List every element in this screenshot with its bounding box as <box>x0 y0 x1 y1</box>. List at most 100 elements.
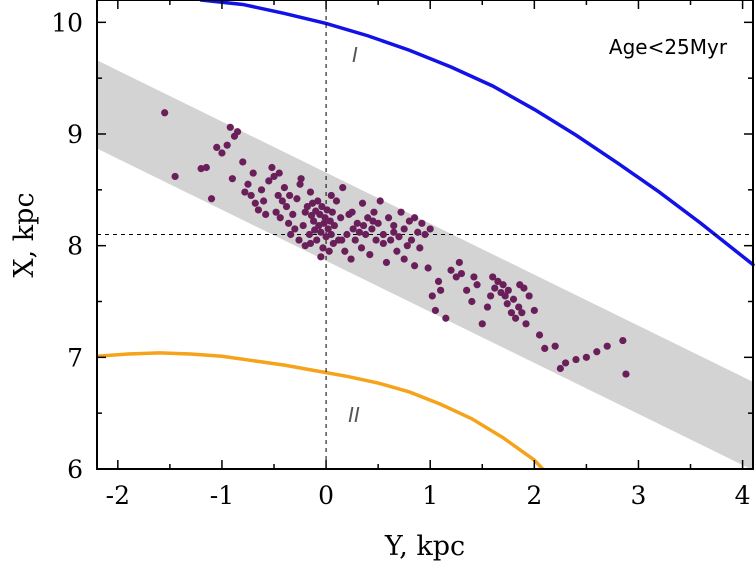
data-point <box>226 123 234 131</box>
data-point <box>473 281 481 289</box>
data-point <box>359 221 368 230</box>
spiral-arm-curve-I <box>199 0 755 267</box>
data-point <box>390 221 398 230</box>
arm-I-label: I <box>352 43 358 67</box>
data-point <box>478 320 486 328</box>
data-point <box>522 320 530 328</box>
data-point <box>400 225 408 233</box>
y-tick-label: 8 <box>67 232 83 261</box>
age-annotation: Age<25Myr <box>609 35 728 59</box>
y-axis-title: X, kpc <box>9 192 40 277</box>
data-point <box>233 128 242 136</box>
data-point <box>306 188 315 196</box>
data-point <box>296 180 304 188</box>
data-point <box>556 364 564 373</box>
data-point <box>518 309 526 317</box>
data-point <box>339 184 347 192</box>
data-point <box>416 244 424 252</box>
data-point <box>351 236 359 244</box>
data-point <box>384 214 393 222</box>
data-point <box>332 197 341 205</box>
data-point <box>314 197 322 205</box>
data-point <box>239 158 247 166</box>
data-point <box>431 306 440 315</box>
data-point <box>455 258 463 267</box>
data-point <box>320 219 328 227</box>
data-point <box>249 169 257 177</box>
data-point <box>421 230 429 239</box>
data-point <box>325 247 333 255</box>
spiral-arm-curves <box>97 0 755 469</box>
data-point <box>369 217 377 225</box>
data-point <box>284 219 293 227</box>
data-point <box>330 221 339 230</box>
data-point <box>276 214 284 222</box>
arm-II-label: II <box>348 403 360 427</box>
data-point <box>582 353 590 361</box>
data-point <box>535 331 544 339</box>
y-tick-label: 10 <box>51 8 83 37</box>
data-point <box>247 191 255 200</box>
data-point <box>303 202 311 211</box>
data-point <box>358 199 367 207</box>
data-point <box>268 163 276 172</box>
data-point <box>426 225 434 233</box>
y-tick-label: 7 <box>67 343 83 372</box>
x-tick-label: 3 <box>631 481 647 510</box>
data-point <box>499 281 507 289</box>
data-point <box>511 314 520 322</box>
plot-area <box>97 0 755 469</box>
data-point <box>305 230 314 239</box>
data-point <box>328 208 336 216</box>
data-point <box>270 172 278 181</box>
data-point <box>468 297 476 306</box>
data-point <box>272 208 280 216</box>
data-point <box>418 219 426 227</box>
data-point <box>357 244 366 252</box>
data-point <box>343 230 351 239</box>
data-point <box>370 208 378 216</box>
data-point <box>348 208 356 216</box>
data-point <box>509 295 518 303</box>
data-point <box>561 359 570 367</box>
data-point <box>241 188 249 196</box>
data-point <box>622 370 630 378</box>
data-point <box>353 219 361 227</box>
data-point <box>407 236 416 244</box>
data-point <box>603 342 611 350</box>
data-point <box>437 286 445 294</box>
data-point <box>317 253 325 261</box>
data-point <box>280 184 289 192</box>
data-point <box>257 186 266 194</box>
data-point <box>487 292 495 300</box>
data-point <box>414 228 422 236</box>
data-point <box>161 109 169 117</box>
data-point <box>525 292 533 300</box>
data-point <box>244 180 252 188</box>
data-point <box>301 242 309 250</box>
data-point <box>316 210 324 218</box>
data-point <box>504 286 512 294</box>
data-point <box>410 214 419 222</box>
data-point <box>390 228 398 236</box>
data-point <box>362 230 370 239</box>
data-point <box>379 230 387 239</box>
data-point <box>282 202 291 211</box>
data-point <box>405 217 413 225</box>
data-point <box>297 175 305 183</box>
data-point <box>593 348 601 356</box>
data-point <box>295 236 303 244</box>
x-tick-label: 4 <box>735 481 751 510</box>
data-point <box>572 355 580 364</box>
x-tick-label: 2 <box>526 481 542 510</box>
data-point <box>293 195 301 203</box>
data-point <box>442 314 450 322</box>
data-point <box>171 172 179 181</box>
data-point <box>262 210 270 218</box>
data-point <box>403 242 411 250</box>
data-point <box>313 236 321 244</box>
data-point <box>228 175 236 183</box>
data-point <box>400 255 408 263</box>
data-point <box>368 225 376 233</box>
